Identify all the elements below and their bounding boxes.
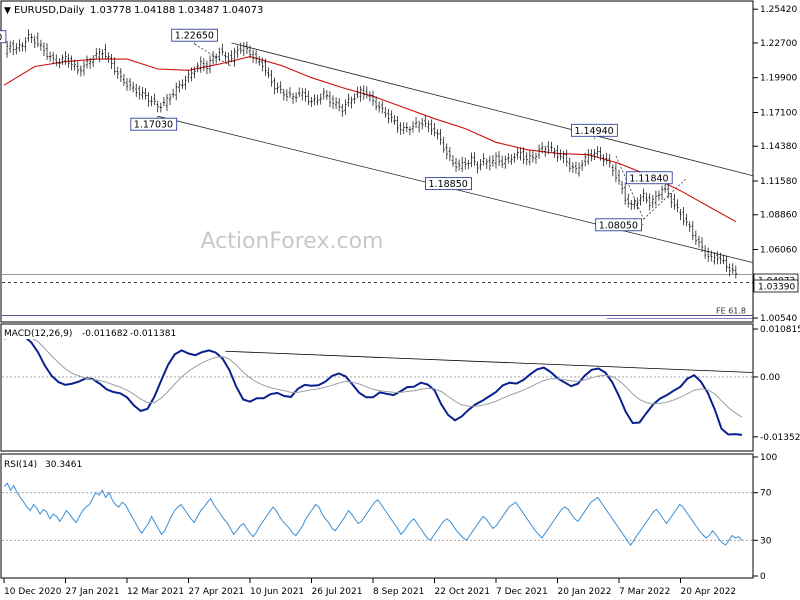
level-label-box (130, 117, 178, 131)
level-label: 1.08050 (599, 220, 638, 231)
rsi-panel-frame (0, 453, 754, 579)
level-label-box (0, 30, 7, 44)
level-label: 1.13480 (0, 32, 2, 43)
macd-tick-label: -0.01352 (760, 433, 800, 443)
header-open: 1.03778 (90, 5, 131, 16)
macd-tick-label: 0.00 (760, 373, 780, 383)
level-label: 1.14940 (574, 126, 613, 137)
macd-panel: 0.010815 0.00 -0.01352 MACD(12,26,9) -0.01… (0, 323, 800, 452)
price-tick-label: 1.17100 (760, 108, 797, 118)
dashed-trend-segment (643, 177, 687, 220)
price-tick-label: 1.22700 (760, 39, 797, 49)
level-label-box (595, 218, 643, 232)
rsi-panel: 100 70 30 0 RSI(14) 30.3461 (0, 453, 777, 582)
x-tick-label: 27 Apr 2021 (189, 587, 245, 597)
channel-upper-line (231, 42, 754, 177)
price-tick-label: 1.06060 (760, 246, 797, 256)
rsi-line (3, 482, 743, 546)
rsi-label: RSI(14) (4, 460, 37, 470)
level-label: 1.11840 (629, 173, 668, 184)
chart-header: ▼ EURUSD,Daily 1.03778 1.04188 1.03487 1… (4, 5, 263, 16)
x-tick-label: 7 Mar 2022 (619, 587, 670, 597)
level-label-box (171, 28, 218, 42)
rsi-tick-label: 70 (760, 489, 772, 499)
header-high: 1.04188 (134, 5, 175, 16)
x-tick-label: 8 Sep 2021 (373, 587, 424, 597)
fib-label: FE 61.8 (716, 306, 746, 315)
price-panel-frame (0, 0, 754, 323)
price-tag: 1.03390 (758, 283, 795, 293)
rsi-value: 30.3461 (45, 460, 82, 470)
rsi-tick-label: 100 (760, 453, 777, 463)
level-label-box (425, 177, 472, 191)
header-low: 1.03487 (178, 5, 219, 16)
header-arrow: ▼ (4, 6, 11, 16)
macd-trend-line (225, 350, 754, 373)
header-symbol: EURUSD,Daily (14, 5, 85, 16)
price-tick-label: 1.11580 (760, 177, 797, 187)
price-tag-box (753, 279, 799, 293)
level-label: 1.22650 (175, 31, 214, 42)
level-label-box (625, 171, 673, 185)
macd-tick-label: 0.010815 (760, 325, 800, 335)
macd-signal-value: -0.011381 (130, 329, 176, 339)
macd-panel-frame (0, 323, 754, 452)
price-tick-label: 1.00540 (760, 314, 797, 324)
macd-main-line (3, 333, 743, 436)
watermark: ActionForex.com (201, 229, 384, 254)
x-tick-label: 10 Jun 2021 (250, 587, 304, 597)
macd-main-value: -0.011682 (82, 329, 128, 339)
level-label: 1.17030 (134, 120, 173, 131)
x-tick-label: 10 Dec 2020 (4, 587, 62, 597)
header-close: 1.04073 (222, 5, 263, 16)
price-tick-label: 1.25420 (760, 5, 797, 15)
x-tick-label: 20 Apr 2022 (681, 587, 737, 597)
rsi-tick-label: 0 (760, 572, 766, 582)
macd-header-bg (2, 326, 176, 339)
dashed-trend-segment (615, 155, 644, 220)
x-tick-label: 12 Mar 2021 (127, 587, 184, 597)
x-tick-label: 22 Oct 2021 (435, 587, 491, 597)
x-tick-label: 20 Jan 2022 (558, 587, 612, 597)
x-tick-label: 26 Jul 2021 (312, 587, 363, 597)
x-axis: 10 Dec 2020 27 Jan 2021 12 Mar 2021 27 Apr … (3, 578, 737, 597)
price-panel: ActionForex.com 1.25420 1.22700 1.19900 1.1… (0, 0, 799, 324)
x-tick-label: 7 Dec 2021 (496, 587, 548, 597)
price-tick-label: 1.14380 (760, 142, 797, 152)
price-tick-label: 1.19900 (760, 74, 797, 84)
macd-label: MACD(12,26,9) (4, 329, 72, 339)
price-tick-label: 1.08860 (760, 211, 797, 221)
level-label: 1.18850 (429, 179, 468, 190)
level-label-box (571, 123, 618, 137)
rsi-tick-label: 30 (760, 536, 772, 546)
macd-signal-line (3, 336, 743, 418)
x-tick-label: 27 Jan 2021 (66, 587, 120, 597)
